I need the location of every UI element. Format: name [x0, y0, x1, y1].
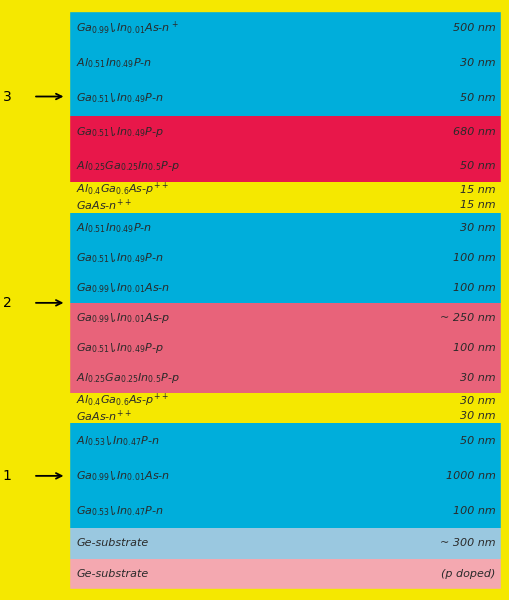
Bar	[69, 393, 500, 424]
Text: 100 nm: 100 nm	[452, 506, 495, 516]
Text: (p doped): (p doped)	[440, 569, 495, 579]
Text: 50 nm: 50 nm	[459, 93, 495, 103]
Text: Ge-substrate: Ge-substrate	[76, 538, 149, 548]
Text: Al$_{0.51}$In$_{0.49}$P-$n$: Al$_{0.51}$In$_{0.49}$P-$n$	[76, 221, 152, 235]
Bar	[69, 11, 500, 116]
Bar	[0, 0, 69, 600]
Bar	[69, 116, 500, 182]
Text: 1: 1	[3, 469, 11, 483]
Text: 30 nm: 30 nm	[459, 58, 495, 68]
Text: Al$_{0.25}$Ga$_{0.25}$In$_{0.5}$P-$p$: Al$_{0.25}$Ga$_{0.25}$In$_{0.5}$P-$p$	[76, 158, 180, 173]
Text: Ga$_{0.99}$\,In$_{0.01}$As-$n^+$: Ga$_{0.99}$\,In$_{0.01}$As-$n^+$	[76, 20, 179, 37]
Text: 15 nm: 15 nm	[459, 200, 495, 210]
Text: GaAs-$n^{++}$: GaAs-$n^{++}$	[76, 197, 132, 213]
Text: 100 nm: 100 nm	[452, 283, 495, 293]
Text: Ga$_{0.99}$\,In$_{0.01}$As-$p$: Ga$_{0.99}$\,In$_{0.01}$As-$p$	[76, 311, 171, 325]
Text: Ga$_{0.99}$\,In$_{0.01}$As-$n$: Ga$_{0.99}$\,In$_{0.01}$As-$n$	[76, 469, 171, 483]
Text: 1000 nm: 1000 nm	[445, 471, 495, 481]
Text: 30 nm: 30 nm	[459, 395, 495, 406]
Text: 30 nm: 30 nm	[459, 411, 495, 421]
Text: Al$_{0.4}$Ga$_{0.6}$As-$p^{++}$: Al$_{0.4}$Ga$_{0.6}$As-$p^{++}$	[76, 392, 169, 409]
Text: Ga$_{0.53}$\,In$_{0.47}$P-$n$: Ga$_{0.53}$\,In$_{0.47}$P-$n$	[76, 504, 164, 518]
Text: Al$_{0.25}$Ga$_{0.25}$In$_{0.5}$P-$p$: Al$_{0.25}$Ga$_{0.25}$In$_{0.5}$P-$p$	[76, 371, 180, 385]
Text: GaAs-$n^{++}$: GaAs-$n^{++}$	[76, 408, 132, 424]
Text: Al$_{0.53}$\,In$_{0.47}$P-$n$: Al$_{0.53}$\,In$_{0.47}$P-$n$	[76, 434, 160, 448]
Text: 3: 3	[3, 89, 11, 104]
Bar	[0, 589, 509, 600]
Bar	[69, 182, 500, 213]
Text: Ga$_{0.99}$\,In$_{0.01}$As-$n$: Ga$_{0.99}$\,In$_{0.01}$As-$n$	[76, 281, 171, 295]
Text: Al$_{0.4}$Ga$_{0.6}$As-$p^{++}$: Al$_{0.4}$Ga$_{0.6}$As-$p^{++}$	[76, 181, 169, 199]
Text: 500 nm: 500 nm	[452, 23, 495, 33]
Text: 680 nm: 680 nm	[452, 127, 495, 137]
Text: ~ 250 nm: ~ 250 nm	[439, 313, 495, 323]
Text: 30 nm: 30 nm	[459, 373, 495, 383]
Text: Ge-substrate: Ge-substrate	[76, 569, 149, 579]
Text: Ga$_{0.51}$\,In$_{0.49}$P-$p$: Ga$_{0.51}$\,In$_{0.49}$P-$p$	[76, 341, 164, 355]
Bar	[69, 559, 500, 589]
Text: Ga$_{0.51}$\,In$_{0.49}$P-$p$: Ga$_{0.51}$\,In$_{0.49}$P-$p$	[76, 125, 164, 139]
Text: 2: 2	[3, 296, 11, 310]
Text: 50 nm: 50 nm	[459, 161, 495, 170]
Text: 50 nm: 50 nm	[459, 436, 495, 446]
Bar	[69, 424, 500, 528]
Text: 100 nm: 100 nm	[452, 253, 495, 263]
Bar	[69, 213, 500, 303]
Bar	[500, 0, 509, 600]
Text: Ga$_{0.51}$\,In$_{0.49}$P-$n$: Ga$_{0.51}$\,In$_{0.49}$P-$n$	[76, 251, 164, 265]
Text: Al$_{0.51}$In$_{0.49}$P-$n$: Al$_{0.51}$In$_{0.49}$P-$n$	[76, 56, 152, 70]
Text: 15 nm: 15 nm	[459, 185, 495, 195]
Bar	[0, 0, 509, 11]
Bar	[69, 528, 500, 559]
Text: Ga$_{0.51}$\,In$_{0.49}$P-$n$: Ga$_{0.51}$\,In$_{0.49}$P-$n$	[76, 91, 164, 105]
Bar	[69, 303, 500, 393]
Text: 30 nm: 30 nm	[459, 223, 495, 233]
Text: ~ 300 nm: ~ 300 nm	[439, 538, 495, 548]
Text: 100 nm: 100 nm	[452, 343, 495, 353]
